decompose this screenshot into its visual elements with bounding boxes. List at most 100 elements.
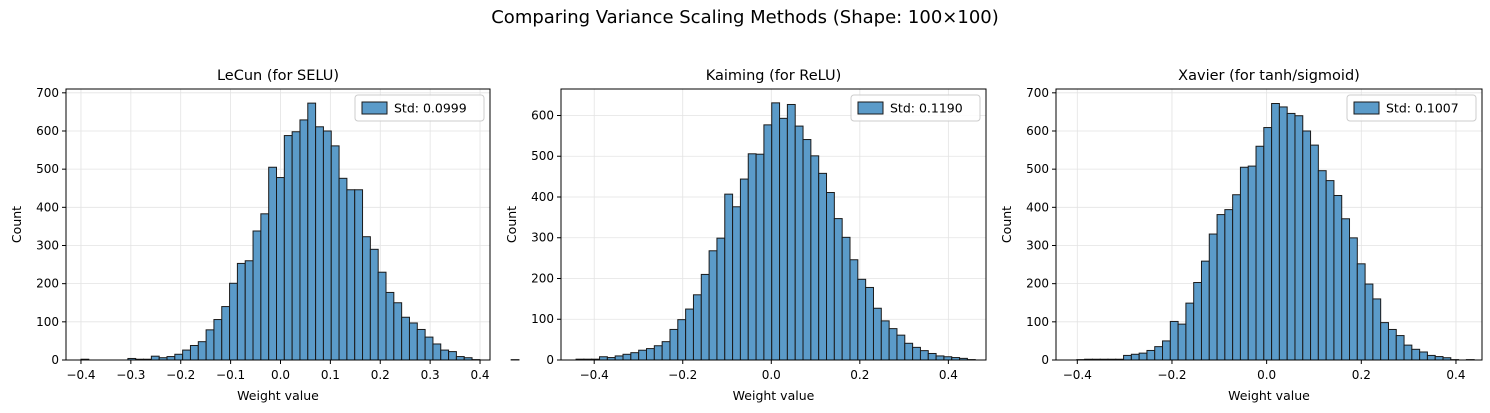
x-axis-label: Weight value: [733, 388, 815, 403]
histogram-bar: [849, 259, 859, 361]
y-tick-label: 400: [531, 190, 554, 204]
y-tick-label: 300: [1026, 238, 1049, 252]
histogram-bar: [724, 193, 734, 361]
y-tick-label: 0: [546, 353, 554, 367]
histogram-bar: [810, 155, 820, 361]
x-tick-label: 0.0: [762, 368, 781, 382]
y-axis-label: Count: [504, 206, 519, 243]
y-tick-label: 500: [531, 149, 554, 163]
histogram-bar: [1162, 340, 1171, 361]
y-tick-label: 0: [1041, 353, 1049, 367]
x-tick-label: −0.2: [1157, 368, 1186, 382]
y-tick-label: 400: [1026, 200, 1049, 214]
histogram-bar: [1411, 348, 1421, 361]
histogram-bar: [732, 206, 741, 361]
histogram-bar: [369, 248, 379, 361]
histogram-bar: [927, 352, 937, 361]
histogram-bar: [377, 271, 387, 361]
histogram-bar: [677, 319, 687, 361]
histogram-bar: [716, 237, 726, 361]
histogram-bar: [1123, 354, 1132, 361]
histogram-bar: [1216, 214, 1226, 361]
histogram-bar: [1271, 103, 1280, 361]
histogram-bar: [1341, 218, 1351, 361]
histogram-bar: [330, 145, 340, 361]
y-tick-label: 500: [36, 162, 59, 176]
histogram-bar: [291, 131, 301, 361]
x-tick-label: −0.4: [580, 368, 609, 382]
histogram-bar: [833, 218, 843, 361]
histogram-bar: [919, 350, 929, 361]
x-axis-label: Weight value: [1228, 388, 1310, 403]
axes-frame: [65, 88, 491, 361]
histogram-bar: [346, 189, 356, 361]
histogram-bar: [794, 125, 804, 361]
histogram-bar: [1185, 302, 1195, 361]
histogram-bar: [1364, 283, 1374, 361]
legend-swatch: [361, 101, 388, 115]
histogram-bar: [221, 306, 231, 361]
histogram-panel-1: −0.4 −0.3 −0.2 −0.1 0.0 0.1 0.2 0.3 0.4 0 100 200 30…: [9, 68, 520, 403]
axes-frame: [560, 88, 987, 361]
histogram-bar: [1169, 320, 1179, 361]
subplot-title: Xavier (for tanh/sigmoid): [1178, 68, 1360, 84]
histogram-bar: [935, 355, 945, 361]
histogram-bar: [1208, 233, 1218, 361]
histogram-bar: [747, 153, 757, 361]
histogram-bar: [880, 320, 890, 361]
histogram-bar: [1239, 166, 1249, 361]
y-tick-label: 600: [531, 108, 554, 122]
histogram-bar: [1255, 145, 1265, 361]
y-axis-label: Count: [9, 206, 24, 243]
histogram-bar: [1380, 322, 1389, 361]
histogram-bar: [322, 130, 332, 361]
histogram-panel-3: −0.4 −0.2 0.0 0.2 0.4 0 100 200 300 400 500 600 700 X…: [999, 68, 1483, 403]
x-axis-label: Weight value: [237, 388, 319, 403]
x-tick-label: 0.4: [470, 368, 489, 382]
histogram-bar: [1286, 112, 1296, 361]
histogram-bar: [252, 230, 262, 361]
histogram-bar: [1278, 106, 1288, 361]
legend-swatch: [1353, 101, 1380, 115]
histogram-bar: [268, 166, 278, 361]
y-tick-label: 500: [1026, 162, 1049, 176]
histogram-bar: [174, 353, 184, 361]
y-tick-label: 0: [51, 353, 59, 367]
histogram-bar: [229, 282, 238, 361]
y-tick-label: 200: [531, 271, 554, 285]
histogram-bar: [213, 319, 223, 361]
histogram-bar: [1130, 353, 1140, 361]
histogram-bar: [448, 351, 457, 361]
histogram-bar: [432, 343, 442, 361]
histogram-bar: [1193, 282, 1202, 361]
y-tick-label: 700: [1026, 86, 1049, 100]
histogram-bar: [1138, 352, 1148, 361]
histogram-bar: [354, 189, 364, 361]
histogram-bar: [771, 102, 781, 361]
histogram-bar: [904, 342, 914, 361]
histogram-bar: [872, 307, 882, 361]
histogram-bar: [393, 302, 403, 361]
histogram-bar: [669, 328, 679, 361]
histogram-bar: [1294, 115, 1304, 361]
histogram-bar: [786, 103, 796, 361]
x-tick-label: 0.0: [1257, 368, 1276, 382]
histogram-bar: [1372, 298, 1382, 361]
x-tick-label: 0.4: [939, 368, 958, 382]
y-tick-label: 200: [1026, 277, 1049, 291]
histogram-bar: [236, 262, 246, 361]
histogram-bar: [1349, 237, 1358, 361]
legend-label: Std: 0.0999: [394, 101, 467, 116]
histogram-bar: [630, 352, 640, 361]
histogram-bar: [424, 336, 434, 361]
histogram-bar: [166, 356, 176, 361]
histogram-bar: [276, 177, 285, 361]
histogram-bar: [1395, 335, 1405, 361]
x-tick-label: 0.4: [1446, 368, 1465, 382]
y-tick-label: 300: [531, 231, 554, 245]
histogram-bar: [1310, 144, 1319, 361]
y-tick-label: 100: [36, 315, 59, 329]
histogram-bar: [865, 286, 874, 361]
y-tick-label: 700: [36, 86, 59, 100]
histogram-bar: [1146, 349, 1156, 361]
